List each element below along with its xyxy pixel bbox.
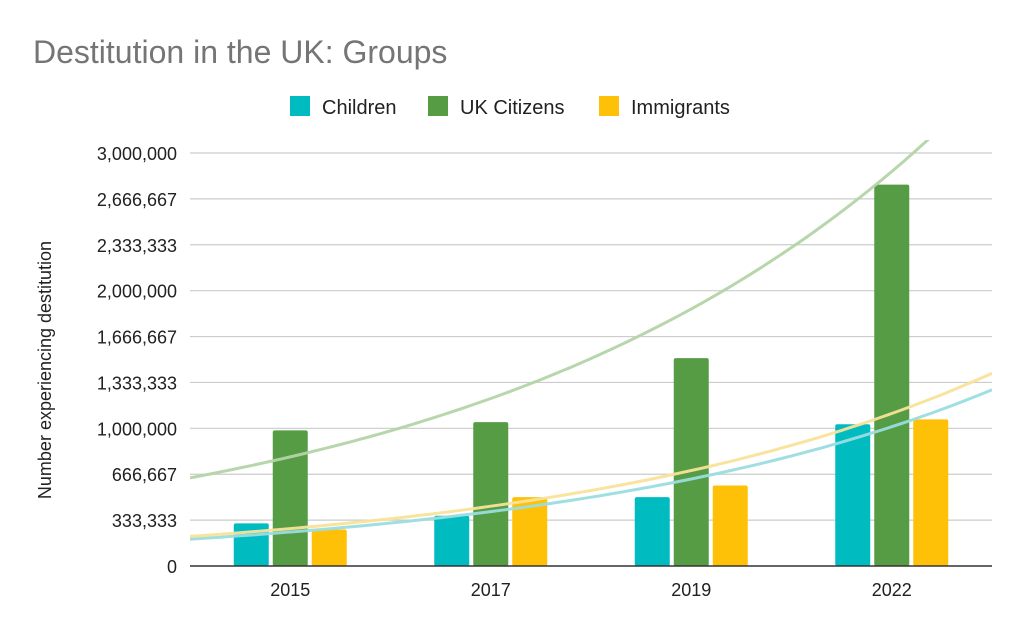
bars: [233, 184, 949, 566]
trendline-children: [190, 388, 992, 541]
y-tick-label: 3,000,000: [97, 144, 177, 164]
x-tick-label: 2015: [270, 580, 310, 600]
y-tick-label: 1,666,667: [97, 328, 177, 348]
y-axis-title: Number experiencing destitution: [35, 241, 55, 499]
y-tick-label: 666,667: [112, 465, 177, 485]
legend-swatch-children: [290, 96, 310, 116]
legend-swatch-uk-citizens: [428, 96, 448, 116]
bar-children-2017: [434, 515, 470, 566]
trendline-immigrants: [190, 371, 992, 538]
legend-label-uk-citizens: UK Citizens: [460, 97, 564, 119]
gridlines: [190, 152, 992, 521]
bar-uk-citizens-2017: [473, 422, 509, 566]
bar-uk-citizens-2022: [874, 184, 910, 566]
x-axis-ticks: 2015 2017 2019 2022: [270, 580, 912, 600]
y-tick-label: 0: [167, 557, 177, 577]
y-axis-ticks: 0 333,333 666,667 1,000,000 1,333,333 1,666,6…: [97, 144, 177, 577]
bar-uk-citizens-2015: [272, 430, 308, 566]
legend: Children UK Citizens Immigrants: [290, 96, 730, 119]
x-tick-label: 2017: [471, 580, 511, 600]
legend-swatch-immigrants: [599, 96, 619, 116]
x-tick-label: 2019: [671, 580, 711, 600]
y-tick-label: 333,333: [112, 511, 177, 531]
trendline-uk-citizens: [190, 140, 930, 480]
y-tick-label: 1,333,333: [97, 373, 177, 393]
bar-immigrants-2019: [712, 485, 748, 566]
y-tick-label: 2,666,667: [97, 190, 177, 210]
trendlines: [190, 140, 992, 541]
bar-children-2019: [634, 497, 670, 566]
y-tick-label: 2,333,333: [97, 236, 177, 256]
x-tick-label: 2022: [872, 580, 912, 600]
bar-immigrants-2015: [311, 529, 347, 566]
legend-label-immigrants: Immigrants: [631, 97, 730, 119]
y-tick-label: 1,000,000: [97, 419, 177, 439]
bar-immigrants-2022: [913, 419, 949, 566]
bar-immigrants-2017: [512, 497, 548, 566]
bar-children-2022: [835, 424, 871, 566]
legend-label-children: Children: [322, 97, 396, 119]
bar-uk-citizens-2019: [673, 358, 709, 566]
y-tick-label: 2,000,000: [97, 282, 177, 302]
chart-title: Destitution in the UK: Groups: [33, 34, 447, 70]
